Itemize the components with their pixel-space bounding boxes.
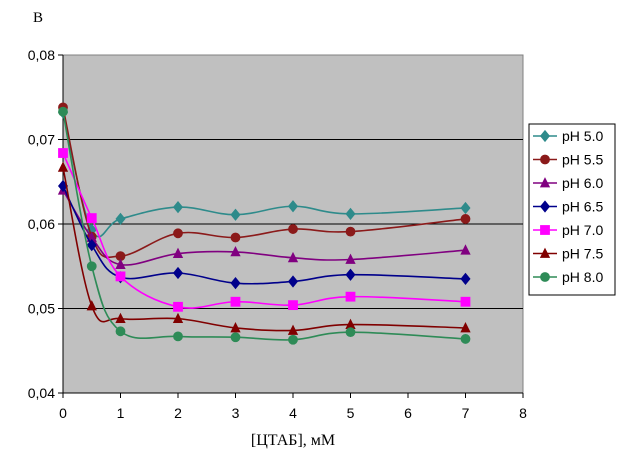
- legend-entries: pH 5.0 pH 5.5 pH 6.0 pH 6.5 pH 7.0 pH 7.5 pH 8…: [533, 128, 603, 285]
- legend-swatch-marker: [539, 200, 551, 213]
- legend-swatch-marker: [540, 154, 550, 165]
- legend-label: pH 5.5: [562, 152, 603, 168]
- data-point: [230, 208, 241, 221]
- data-point: [86, 261, 97, 272]
- data-point: [172, 266, 184, 280]
- legend-item: pH 5.5: [533, 152, 603, 168]
- legend-item: pH 7.5: [533, 246, 603, 262]
- data-point: [345, 327, 356, 338]
- data-point: [460, 334, 471, 344]
- tick-labels: 0,04 0,05 0,06 0,07 0,08 0 1 2 3 4 5 6 7 8: [28, 47, 527, 421]
- data-point: [460, 244, 471, 255]
- legend-item: pH 6.5: [533, 199, 603, 215]
- data-point: [230, 245, 241, 257]
- x-tick-label: 5: [347, 405, 355, 421]
- data-point: [288, 334, 298, 345]
- data-point: [173, 301, 183, 312]
- data-point: [460, 296, 471, 307]
- data-point: [287, 251, 299, 263]
- x-tick-label: 2: [174, 405, 182, 421]
- data-point: [57, 161, 69, 172]
- y-tick-label: 0,04: [28, 385, 55, 401]
- data-point: [460, 272, 471, 286]
- y-axis-title: B: [33, 10, 43, 26]
- legend-swatch-marker: [539, 129, 551, 143]
- series-group: [57, 102, 471, 345]
- data-point: [288, 224, 298, 234]
- legend-item: pH 8.0: [533, 269, 603, 285]
- legend-label: pH 7.0: [562, 222, 603, 238]
- data-point: [460, 322, 471, 333]
- legend-item: pH 5.0: [533, 128, 603, 144]
- y-tick-label: 0,05: [28, 301, 55, 317]
- series-pH-7-5: [57, 161, 471, 335]
- data-point: [230, 296, 241, 307]
- data-point: [58, 106, 68, 117]
- y-tick-label: 0,07: [28, 132, 55, 148]
- legend-label: pH 6.5: [562, 199, 603, 215]
- x-tick-label: 1: [117, 405, 125, 421]
- legend-swatch-marker: [540, 272, 550, 282]
- data-point: [173, 228, 183, 239]
- data-point: [115, 312, 126, 324]
- data-point: [173, 331, 183, 342]
- data-point: [172, 247, 184, 258]
- x-tick-label: 8: [519, 405, 527, 421]
- data-point: [115, 326, 126, 337]
- data-point: [345, 291, 356, 302]
- x-tick-label: 6: [404, 405, 412, 421]
- data-point: [287, 324, 299, 335]
- data-point: [172, 312, 184, 324]
- data-point: [86, 213, 97, 223]
- legend-label: pH 5.0: [562, 128, 603, 144]
- data-point: [287, 200, 299, 213]
- data-point: [115, 258, 126, 269]
- legend-swatch-marker: [540, 225, 550, 235]
- x-axis-title: [ЦТАБ], мМ: [251, 432, 335, 449]
- x-tick-label: 7: [462, 405, 470, 421]
- legend-swatch-marker: [539, 247, 551, 258]
- legend-swatch-marker: [539, 177, 551, 188]
- series-pH-8-0: [58, 106, 471, 345]
- data-point: [288, 300, 298, 311]
- data-point: [115, 212, 126, 226]
- data-point: [460, 214, 471, 224]
- data-point: [345, 268, 356, 281]
- x-tick-label: 4: [289, 405, 297, 421]
- data-point: [345, 226, 356, 237]
- legend-label: pH 6.0: [562, 175, 603, 191]
- data-point: [230, 277, 241, 290]
- legend-label: pH 8.0: [562, 269, 603, 285]
- data-point: [460, 201, 471, 215]
- data-point: [172, 200, 184, 214]
- data-point: [230, 232, 241, 243]
- data-point: [230, 332, 241, 343]
- data-point: [86, 300, 97, 311]
- data-point: [345, 207, 356, 220]
- data-point: [230, 322, 241, 333]
- legend: pH 5.0 pH 5.5 pH 6.0 pH 6.5 pH 7.0 pH 7.5 pH 8…: [528, 123, 616, 296]
- data-point: [86, 238, 97, 252]
- legend-item: pH 7.0: [533, 222, 603, 238]
- x-tick-label: 3: [232, 405, 240, 421]
- legend-label: pH 7.5: [562, 246, 603, 262]
- series-pH-7-0: [58, 148, 471, 312]
- legend-item: pH 6.0: [533, 175, 603, 191]
- y-tick-label: 0,06: [28, 216, 55, 232]
- data-point: [345, 253, 356, 264]
- y-tick-label: 0,08: [28, 47, 55, 63]
- data-point: [58, 148, 68, 158]
- data-point: [115, 271, 126, 282]
- data-point: [287, 275, 299, 288]
- x-tick-label: 0: [59, 405, 67, 421]
